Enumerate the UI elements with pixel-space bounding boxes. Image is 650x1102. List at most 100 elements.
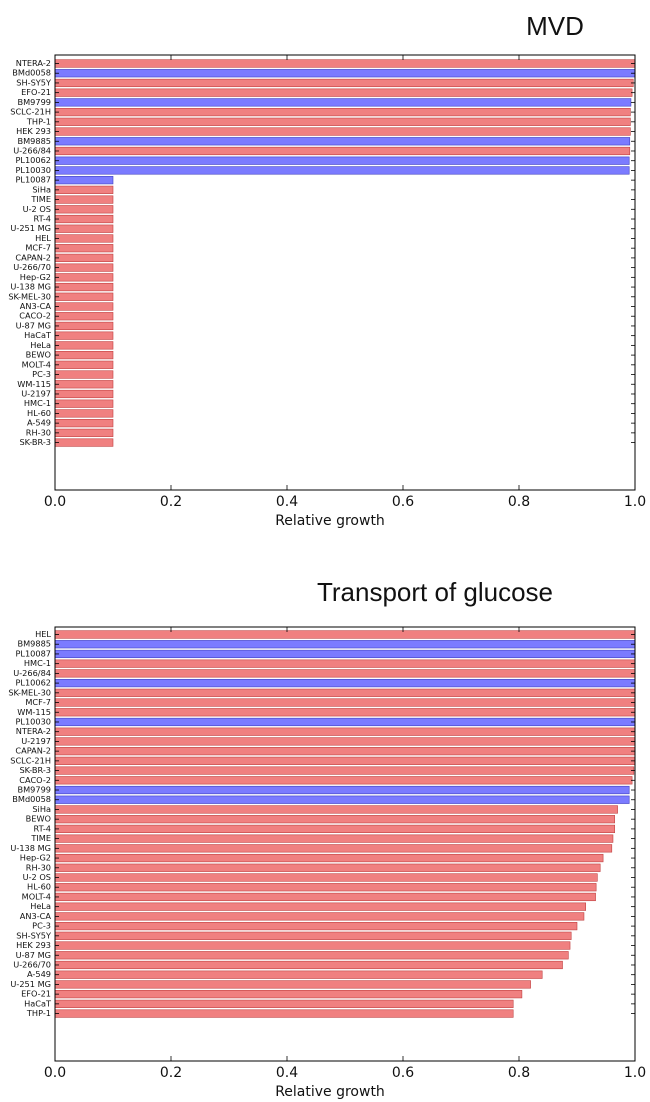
- category-label: U-251 MG: [10, 979, 51, 989]
- bar: [54, 195, 114, 204]
- bar: [54, 263, 114, 272]
- x-tick-label: 0.4: [276, 1065, 298, 1081]
- bar: [54, 166, 630, 175]
- category-label: TIME: [30, 833, 51, 843]
- category-label: SiHa: [32, 184, 51, 194]
- category-label: WM-115: [17, 707, 51, 717]
- category-label: RT-4: [33, 214, 51, 224]
- bar: [54, 380, 114, 389]
- bar: [54, 88, 633, 97]
- category-label: NTERA-2: [16, 726, 51, 736]
- bar: [54, 844, 613, 853]
- bar: [54, 370, 114, 379]
- bar: [54, 717, 636, 727]
- bar: [54, 698, 636, 707]
- category-label: BEWO: [26, 350, 51, 360]
- bar: [54, 428, 114, 437]
- x-tick-label: 1.0: [624, 494, 646, 510]
- category-label: HeLa: [30, 340, 51, 350]
- category-label: THP-1: [26, 116, 51, 126]
- bar: [54, 127, 631, 136]
- category-label: HMC-1: [24, 658, 51, 668]
- bar: [54, 399, 114, 408]
- bar: [54, 921, 578, 931]
- bar: [54, 292, 114, 301]
- bar: [54, 78, 634, 88]
- category-label: PL10062: [15, 678, 51, 688]
- category-label: SCLC-21H: [10, 755, 51, 765]
- bar: [54, 205, 114, 214]
- category-label: U-266/70: [13, 262, 51, 272]
- category-label: SH-SY5Y: [16, 77, 52, 87]
- bar: [54, 815, 616, 824]
- bar: [54, 1009, 514, 1018]
- bar: [54, 253, 114, 263]
- bar: [54, 137, 631, 146]
- bar: [54, 108, 631, 117]
- bar: [54, 737, 636, 746]
- category-label: U-87 MG: [16, 320, 51, 330]
- category-label: EFO-21: [21, 87, 51, 97]
- bar: [54, 970, 543, 979]
- x-tick-label: 0.2: [160, 1065, 182, 1081]
- category-label: BMd0058: [12, 68, 51, 78]
- category-label: U-266/84: [13, 668, 51, 678]
- bar: [54, 176, 114, 185]
- category-label: SiHa: [32, 804, 51, 814]
- chart-1: MVD NTERA-2BMd0058SH-SY5YEFO-21BM9799SCLC…: [8, 11, 646, 529]
- bar: [54, 785, 630, 795]
- category-label: PL10087: [15, 648, 51, 658]
- bar: [54, 146, 631, 156]
- category-label: HaCaT: [24, 998, 52, 1008]
- x-tick-label: 1.0: [624, 1065, 646, 1081]
- bar: [54, 341, 114, 350]
- bar: [54, 990, 523, 999]
- category-label: U-2 OS: [23, 872, 51, 882]
- bar: [54, 389, 114, 399]
- bar: [54, 649, 636, 659]
- bar: [54, 931, 572, 940]
- bar: [54, 951, 569, 960]
- bar: [54, 776, 633, 785]
- bar: [54, 960, 563, 970]
- category-label: A-549: [27, 969, 51, 979]
- category-label: U-138 MG: [10, 843, 51, 853]
- category-label: U-2197: [21, 388, 51, 398]
- bar: [54, 941, 571, 950]
- bar: [54, 234, 114, 243]
- bar: [54, 117, 631, 126]
- category-label: BM9799: [17, 785, 51, 795]
- category-label: MCF-7: [25, 243, 51, 253]
- category-label: HeLa: [30, 901, 51, 911]
- bar: [54, 273, 114, 282]
- category-label: PC-3: [32, 369, 51, 379]
- x-tick-label: 0.8: [508, 494, 530, 510]
- bar: [54, 892, 596, 902]
- category-label: CACO-2: [19, 311, 51, 321]
- category-label: HEK 293: [16, 126, 51, 136]
- category-label: SK-BR-3: [19, 765, 51, 775]
- category-label: SK-MEL-30: [8, 687, 51, 697]
- bar: [54, 824, 616, 833]
- bar: [54, 312, 114, 321]
- category-label: U-266/70: [13, 959, 51, 969]
- bar: [54, 834, 614, 843]
- x-axis-label: Relative growth: [275, 513, 385, 529]
- plot-frame: [54, 54, 636, 491]
- category-label: Hep-G2: [20, 272, 51, 282]
- category-label: U-87 MG: [16, 950, 51, 960]
- bar: [54, 688, 636, 697]
- bar: [54, 302, 114, 311]
- category-label: SCLC-21H: [10, 107, 51, 117]
- category-label: HEK 293: [16, 940, 51, 950]
- category-label: CACO-2: [19, 775, 51, 785]
- chart-2: Transport of glucose HELBM9885PL10087HMC-…: [8, 577, 646, 1100]
- bar: [54, 883, 597, 892]
- bar: [54, 669, 636, 678]
- bar: [54, 873, 598, 882]
- category-label: SK-BR-3: [19, 437, 51, 447]
- category-label: BM9885: [17, 639, 51, 649]
- category-label: A-549: [27, 418, 51, 428]
- bar: [54, 659, 636, 668]
- bar: [54, 156, 630, 165]
